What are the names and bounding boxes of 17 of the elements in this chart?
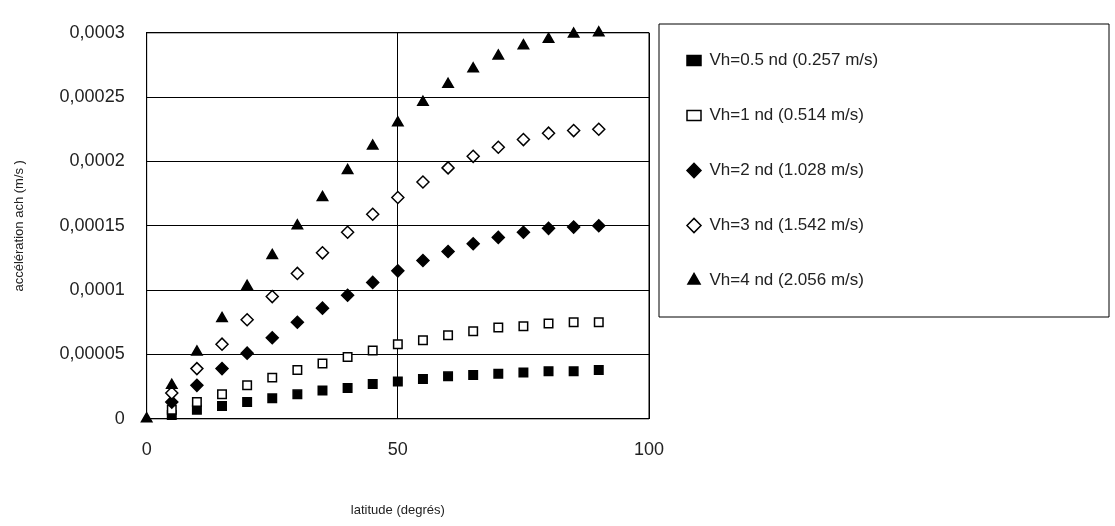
legend-label: Vh=1 nd (0.514 m/s) bbox=[709, 105, 865, 125]
y-tick-label: 0,0003 bbox=[69, 21, 125, 42]
legend-label: Vh=2 nd (1.028 m/s) bbox=[709, 160, 865, 180]
legend-label: Vh=4 nd (2.056 m/s) bbox=[709, 270, 865, 290]
y-axis-title: accélération ach (m/s ) bbox=[11, 160, 27, 292]
y-tick-label: 0,00015 bbox=[59, 214, 125, 235]
y-tick-label: 0,00005 bbox=[59, 343, 125, 364]
legend-label: Vh=0.5 nd (0.257 m/s) bbox=[709, 50, 879, 70]
legend-label: Vh=3 nd (1.542 m/s) bbox=[709, 215, 865, 235]
x-tick-label: 50 bbox=[387, 438, 408, 459]
x-axis-title: latitude (degrés) bbox=[350, 501, 445, 517]
y-tick-label: 0 bbox=[114, 407, 125, 428]
x-tick-label: 0 bbox=[141, 438, 152, 459]
y-tick-label: 0,0001 bbox=[69, 279, 125, 300]
y-tick-label: 0,00025 bbox=[59, 86, 125, 107]
y-tick-label: 0,0002 bbox=[69, 150, 125, 171]
x-tick-label: 100 bbox=[633, 438, 665, 459]
